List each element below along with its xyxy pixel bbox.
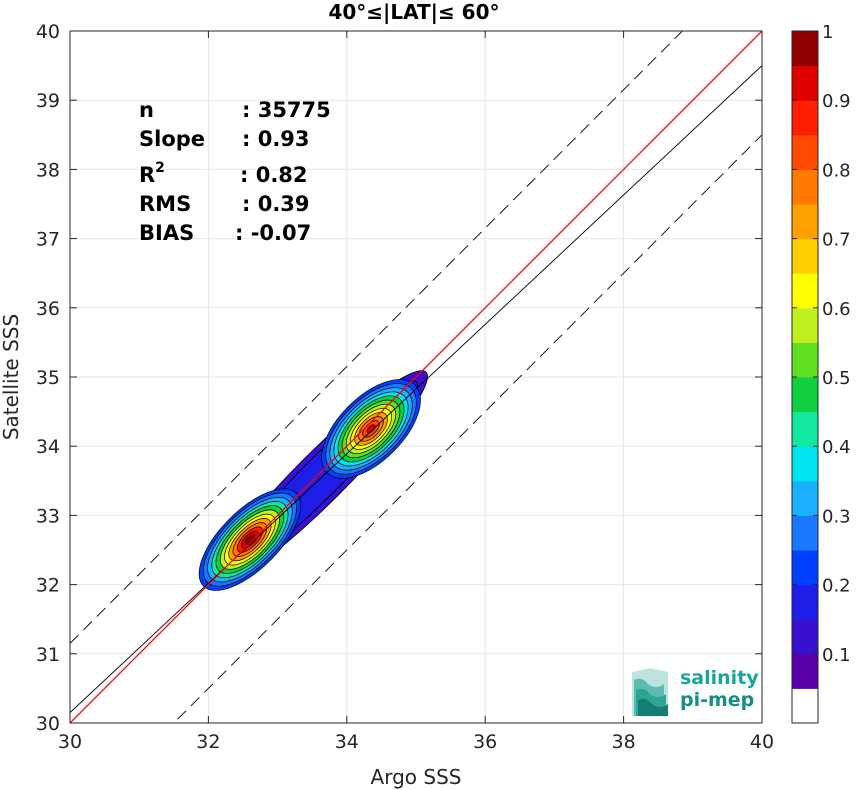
colorbar-tick-label: 0.7	[822, 230, 851, 251]
chart-title: 40°≤|LAT|≤ 60°	[328, 0, 499, 24]
colorbar-segment	[792, 204, 818, 240]
colorbar-segment	[792, 307, 818, 343]
colorbar-tick-label: 1	[822, 22, 833, 43]
y-tick-label: 33	[36, 505, 60, 527]
colorbar-ticks: 0.1 0.2 0.3 0.4 0.5 0.6 0.7 0.8 0.9 1	[792, 22, 851, 666]
colorbar-segment	[792, 480, 818, 516]
colorbar-segment	[792, 238, 818, 274]
colorbar-segment	[792, 411, 818, 447]
y-tick-label: 38	[36, 159, 60, 181]
colorbar-tick-label: 0.9	[822, 91, 851, 112]
colorbar-tick-label: 0.1	[822, 645, 851, 666]
colorbar-segment	[792, 169, 818, 205]
y-axis-label: Satellite SSS	[0, 314, 23, 440]
x-tick-label: 40	[750, 731, 774, 753]
logo-line1: salinity	[680, 667, 759, 689]
x-tick-label: 38	[612, 731, 636, 753]
stat-slope-value: : 0.93	[242, 127, 310, 151]
colorbar-tick-label: 0.2	[822, 576, 851, 597]
y-tick-label: 37	[36, 229, 60, 251]
colorbar-segment	[792, 446, 818, 482]
regression-line	[70, 65, 762, 713]
colorbar-segment	[792, 273, 818, 309]
x-tick-label: 32	[196, 731, 220, 753]
stat-r2-value: : 0.82	[240, 163, 308, 187]
y-tick-label: 35	[36, 367, 60, 389]
upper-dashed-line	[70, 31, 684, 644]
stat-bias-label: BIAS	[139, 221, 194, 245]
colorbar-tick-label: 0.5	[822, 368, 851, 389]
stat-rms-label: RMS	[139, 192, 191, 216]
colorbar-tick-label: 0.8	[822, 160, 851, 181]
x-tick-label: 36	[473, 731, 497, 753]
colorbar-segment	[792, 342, 818, 378]
grid	[69, 30, 763, 724]
logo-line2: pi-mep	[680, 689, 754, 711]
colorbar-tick-label: 0.6	[822, 299, 851, 320]
x-axis-ticks: 30 32 34 36 38 40	[58, 31, 774, 753]
x-axis-label: Argo SSS	[371, 765, 462, 789]
colorbar-segment	[792, 100, 818, 136]
x-tick-label: 30	[58, 731, 82, 753]
y-axis-ticks: 30 31 32 33 34 35 36 37 38 39 40	[36, 21, 762, 735]
y-tick-label: 36	[36, 298, 60, 320]
colorbar-segment	[792, 619, 818, 655]
reference-lines	[70, 31, 762, 723]
stats-box: n : 35775 Slope : 0.93 R2 : 0.82 RMS : 0…	[139, 98, 331, 245]
y-tick-label: 40	[36, 21, 60, 43]
colorbar-segment	[792, 688, 818, 724]
colorbar-segment	[792, 515, 818, 551]
stat-n-value: : 35775	[242, 98, 331, 122]
colorbar-segment	[792, 31, 818, 67]
density-contours	[198, 370, 428, 591]
stat-bias-value: : -0.07	[235, 221, 311, 245]
stat-slope-label: Slope	[139, 127, 205, 151]
y-tick-label: 32	[36, 575, 60, 597]
colorbar-segment	[792, 550, 818, 586]
colorbar-segment	[792, 134, 818, 170]
colorbar-segment	[792, 584, 818, 620]
contour-level	[366, 424, 376, 434]
lower-dashed-line	[173, 134, 762, 723]
stat-rms-value: : 0.39	[242, 192, 310, 216]
colorbar-segment	[792, 65, 818, 101]
y-tick-label: 30	[36, 713, 60, 735]
salinity-pi-mep-logo: salinity pi-mep	[632, 667, 759, 716]
colorbar	[791, 30, 819, 724]
colorbar-tick-label: 0.3	[822, 506, 851, 527]
y-tick-label: 39	[36, 90, 60, 112]
colorbar-tick-label: 0.4	[822, 437, 851, 458]
stat-n-label: n	[139, 98, 154, 122]
y-tick-label: 34	[36, 436, 60, 458]
one-to-one-line	[70, 31, 762, 723]
y-tick-label: 31	[36, 644, 60, 666]
x-tick-label: 34	[335, 731, 359, 753]
wave-stack-icon	[632, 668, 668, 716]
stat-r2-label: R2	[139, 160, 165, 187]
colorbar-segment	[792, 653, 818, 689]
colorbar-segment	[792, 377, 818, 413]
